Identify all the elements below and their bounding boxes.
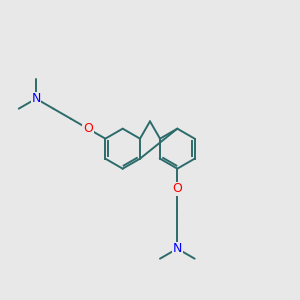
Text: N: N	[172, 242, 182, 255]
Text: O: O	[172, 182, 182, 195]
Text: N: N	[32, 92, 41, 105]
Text: O: O	[83, 122, 93, 135]
